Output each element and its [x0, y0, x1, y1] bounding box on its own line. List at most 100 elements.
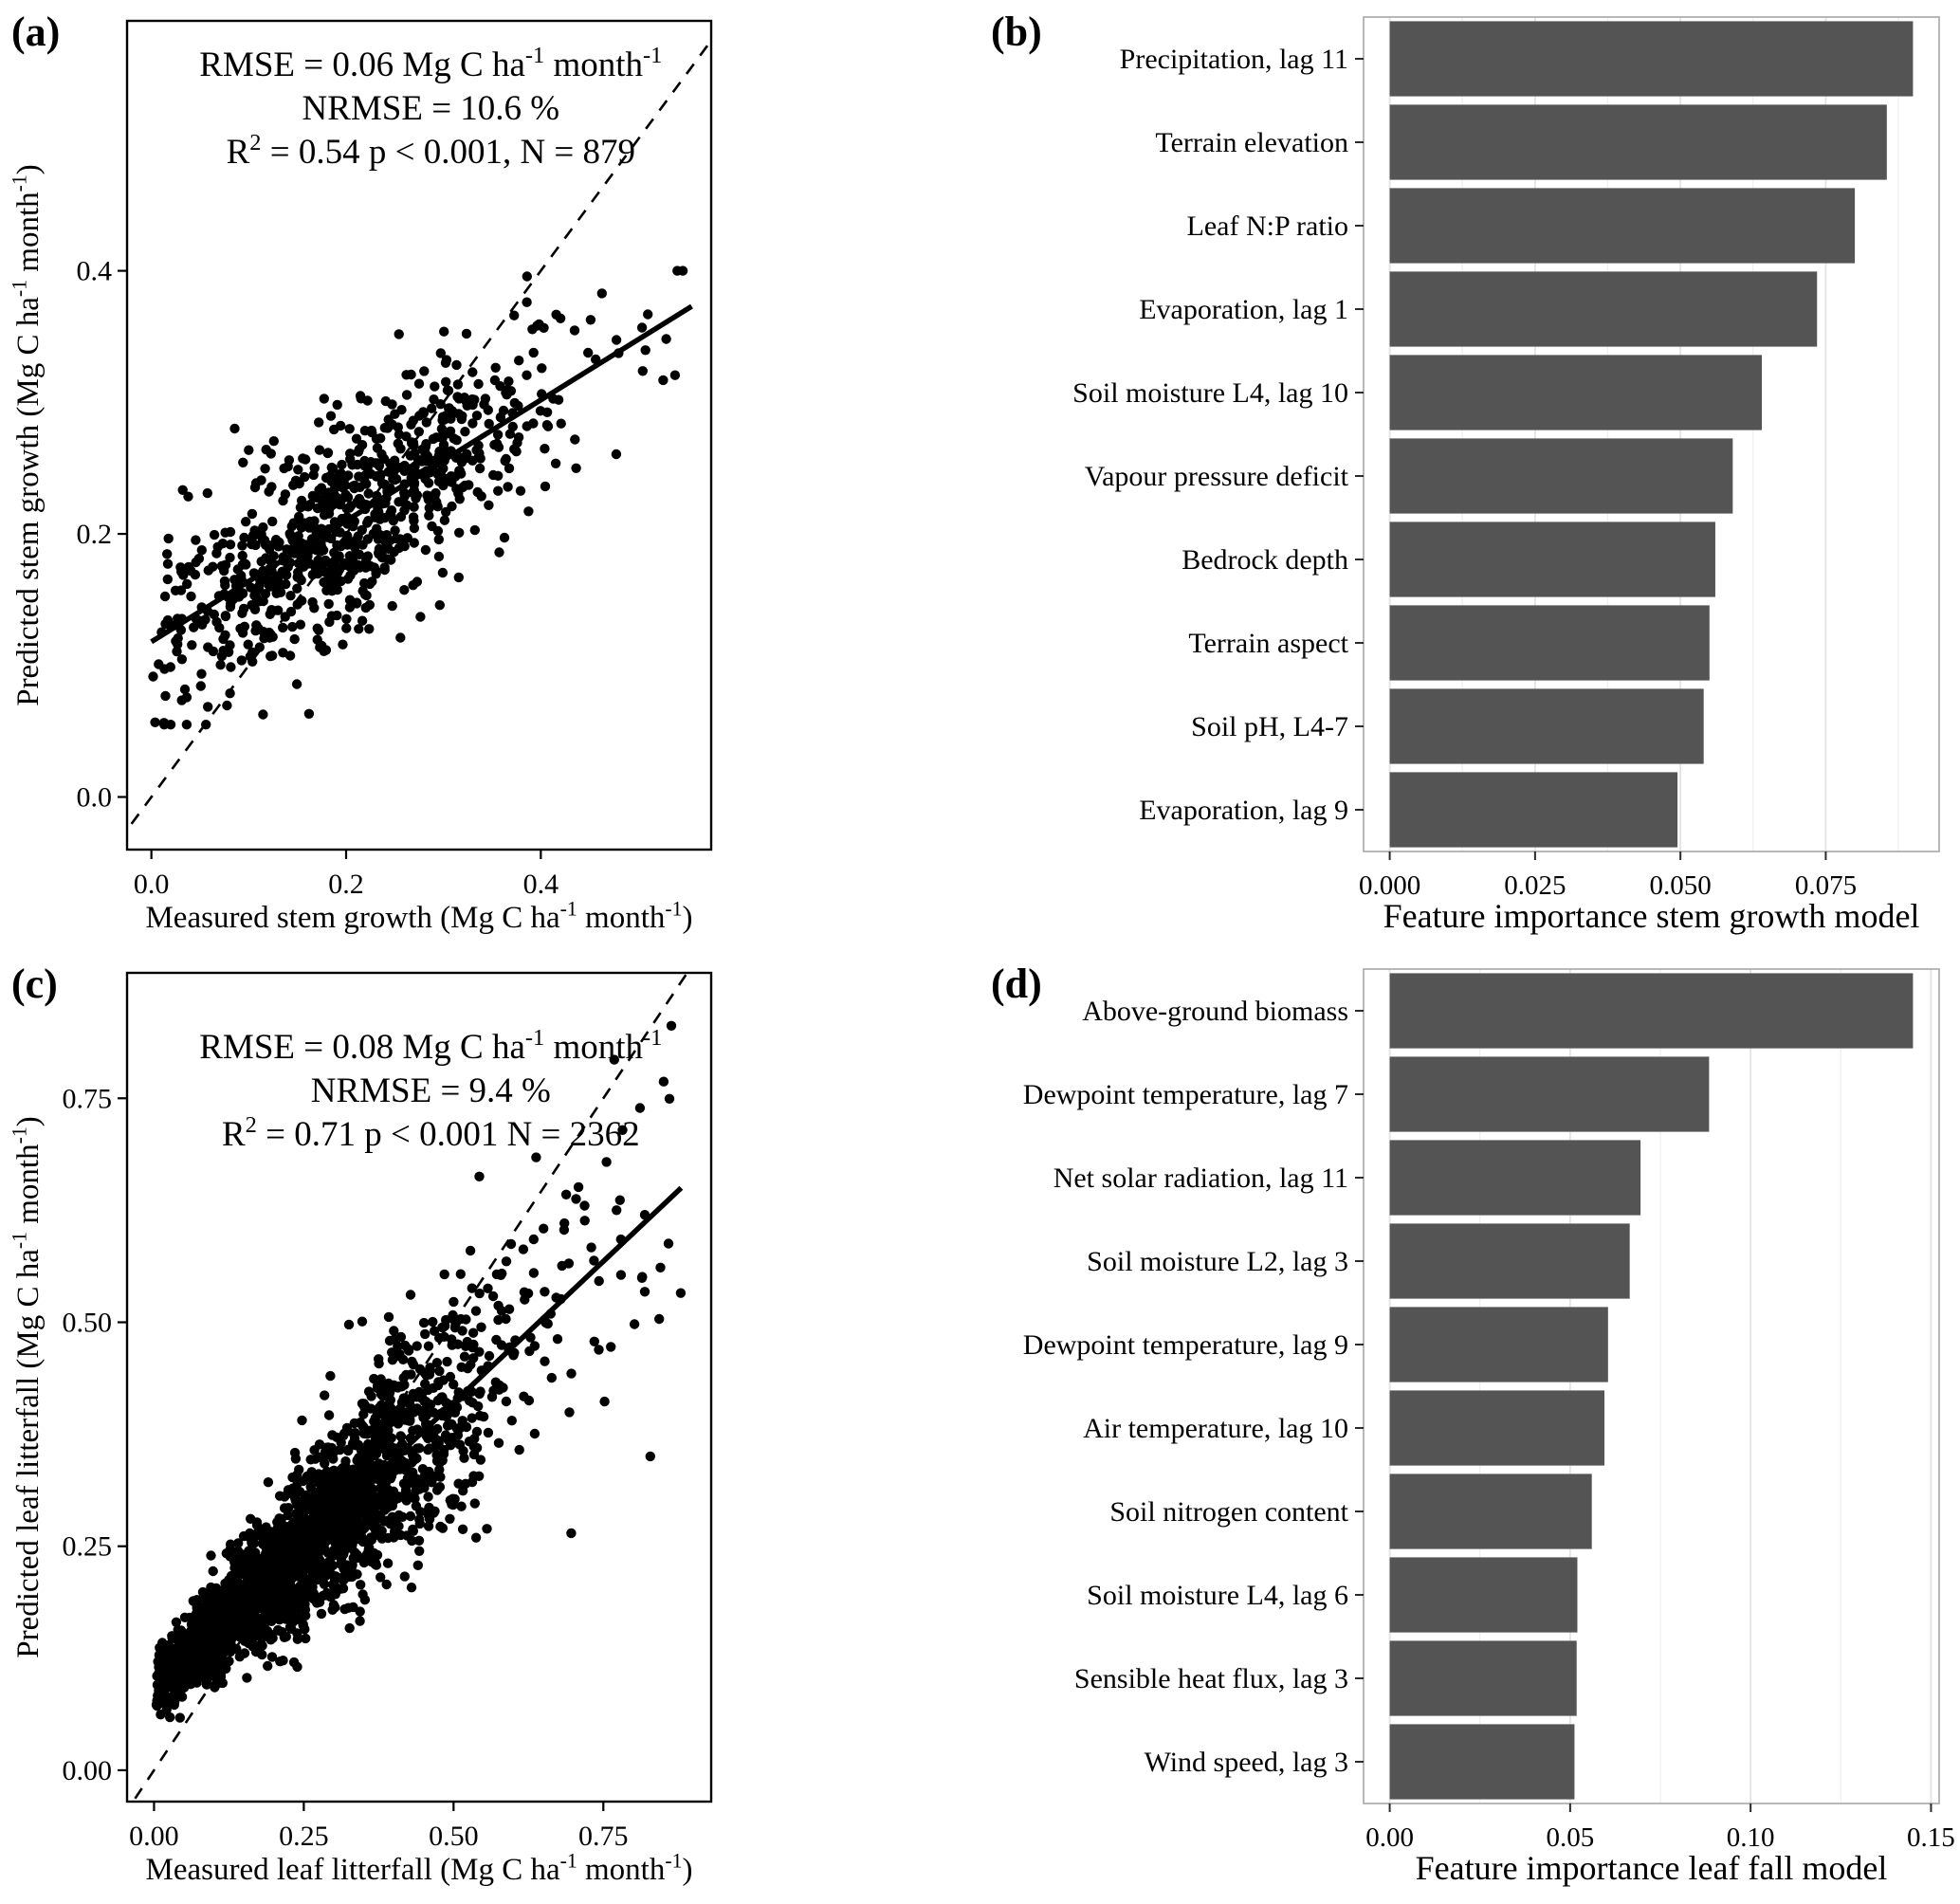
panel-d: (d) Above-ground biomass Dewpoint tempera…	[980, 952, 1960, 1904]
y-tick-label: 0.00	[63, 1755, 113, 1786]
y-tick-label: 0.50	[63, 1307, 113, 1338]
bar	[1389, 438, 1733, 514]
category-label: Dewpoint temperature, lag 9	[1023, 1329, 1348, 1361]
panel-b: (b) Precipitation, lag 11 Terrain elevati…	[980, 0, 1960, 952]
y-axis-title: Predicted stem growth (Mg C ha-1 month-1…	[8, 164, 46, 706]
bar	[1389, 21, 1914, 97]
bar	[1389, 1223, 1630, 1299]
svg-text:NRMSE = 9.4 %: NRMSE = 9.4 %	[311, 1071, 551, 1110]
x-axis: 0.000 0.025 0.050 0.075	[1359, 851, 1857, 901]
category-label: Soil moisture L4, lag 10	[1072, 377, 1348, 409]
x-axis-title: Measured leaf litterfall (Mg C ha-1 mont…	[146, 1849, 693, 1887]
x-tick-label: 0.10	[1727, 1822, 1775, 1853]
fit-line	[150, 303, 693, 645]
category-label: Soil nitrogen content	[1109, 1496, 1348, 1528]
bar	[1389, 1056, 1710, 1132]
y-tick-label: 0.0	[77, 782, 113, 814]
svg-text:NRMSE = 10.6 %: NRMSE = 10.6 %	[302, 89, 559, 128]
bar	[1389, 1557, 1578, 1633]
bar	[1389, 688, 1704, 764]
y-tick-label: 0.75	[63, 1083, 113, 1114]
category-label: Evaporation, lag 1	[1139, 294, 1348, 325]
x-axis-title: Feature importance leaf fall model	[1416, 1849, 1888, 1887]
panel-b-tag: (b)	[991, 9, 1042, 55]
x-axis: 0.00 0.05 0.10 0.15	[1365, 1803, 1955, 1853]
y-tick-label: 0.4	[77, 256, 113, 287]
category-label: Net solar radiation, lag 11	[1053, 1163, 1348, 1194]
category-axis: Precipitation, lag 11 Terrain elevation Le…	[1072, 44, 1364, 826]
scatter-stem-growth-plot: 0.0 0.2 0.4 0.0 0.2 0.4 RMSE = 0.06 Mg C ha-1 …	[8, 19, 713, 935]
category-label: Sensible heat flux, lag 3	[1074, 1663, 1348, 1694]
bar	[1389, 1307, 1608, 1382]
svg-text:R2 = 0.54 p < 0.001, N = 8: R2 = 0.54 p < 0.001, N = 879	[227, 130, 635, 172]
x-axis-title: Feature importance stem growth model	[1383, 897, 1920, 935]
x-tick-label: 0.75	[578, 1821, 629, 1852]
bar	[1389, 772, 1678, 848]
bars	[1389, 973, 1914, 1800]
x-axis-title: Measured stem growth (Mg C ha-1 month-1)	[145, 897, 692, 935]
panel-border	[125, 19, 713, 851]
x-tick-label: 0.050	[1650, 870, 1712, 901]
bar	[1389, 271, 1818, 347]
x-tick-label: 0.025	[1504, 870, 1566, 901]
x-tick-label: 0.2	[328, 869, 364, 900]
svg-text:R2 = 0.71 p < 0.001 N = 23: R2 = 0.71 p < 0.001 N = 2362	[222, 1112, 640, 1154]
y-axis-title: Predicted leaf litterfall (Mg C ha-1 mon…	[8, 1116, 46, 1657]
category-label: Terrain elevation	[1155, 127, 1348, 158]
category-label: Bedrock depth	[1181, 544, 1348, 576]
panel-border	[125, 971, 713, 1803]
bar	[1389, 1724, 1575, 1800]
svg-text:RMSE = 0.08 Mg C ha-1 month-: RMSE = 0.08 Mg C ha-1 month-1	[199, 1025, 662, 1067]
bar	[1389, 355, 1762, 430]
category-label: Soil moisture L2, lag 3	[1087, 1246, 1348, 1277]
category-label: Leaf N:P ratio	[1187, 211, 1349, 242]
panel-c-tag: (c)	[11, 961, 58, 1007]
category-label: Dewpoint temperature, lag 7	[1023, 1079, 1348, 1110]
bar	[1389, 188, 1856, 264]
panel-border	[1363, 16, 1940, 852]
y-axis: 0.00 0.25 0.50 0.75	[63, 1083, 127, 1786]
x-tick-label: 0.075	[1795, 870, 1857, 901]
panel-a-tag: (a)	[11, 9, 61, 55]
x-tick-label: 0.0	[134, 869, 170, 900]
x-tick-label: 0.00	[1365, 1822, 1414, 1853]
x-tick-label: 0.05	[1546, 1822, 1594, 1853]
bar	[1389, 605, 1710, 681]
scatter-leaf-litterfall-plot: 0.00 0.25 0.50 0.75 0.00 0.25 0.50 0.75 RMSE = 0…	[8, 971, 713, 1887]
bar	[1389, 522, 1715, 597]
category-label: Precipitation, lag 11	[1120, 44, 1348, 75]
bar-feature-importance-leaf-plot: Above-ground biomass Dewpoint temperature…	[1023, 968, 1955, 1887]
y-tick-label: 0.2	[77, 519, 113, 550]
svg-text:RMSE = 0.06 Mg C ha-1 month-: RMSE = 0.06 Mg C ha-1 month-1	[199, 43, 662, 84]
bar	[1389, 1474, 1592, 1549]
x-tick-label: 0.15	[1907, 1822, 1955, 1853]
category-axis: Above-ground biomass Dewpoint temperature…	[1023, 996, 1364, 1778]
x-axis: 0.0 0.2 0.4	[134, 850, 559, 900]
bar	[1389, 973, 1914, 1049]
panel-a: (a) 0.0 0.2 0.4 0.0 0.2 0.4 RMSE = 0.06 Mg C h…	[0, 0, 980, 952]
x-tick-label: 0.50	[429, 1821, 479, 1852]
bar	[1389, 1140, 1641, 1216]
bar	[1389, 104, 1887, 180]
category-label: Evaporation, lag 9	[1139, 795, 1348, 826]
panel-d-tag: (d)	[991, 961, 1042, 1007]
category-label: Vapour pressure deficit	[1085, 461, 1349, 492]
bar	[1389, 1640, 1577, 1716]
bar-feature-importance-stem-plot: Precipitation, lag 11 Terrain elevation Le…	[1072, 16, 1940, 935]
panel-c: (c) 0.00 0.25 0.50 0.75 0.00 0.25 0.50 0.75 RMSE…	[0, 952, 980, 1904]
category-label: Air temperature, lag 10	[1083, 1413, 1348, 1444]
x-tick-label: 0.000	[1359, 870, 1420, 901]
category-label: Soil moisture L4, lag 6	[1087, 1580, 1348, 1611]
x-tick-label: 0.25	[279, 1821, 329, 1852]
stats-annotation: RMSE = 0.06 Mg C ha-1 month-1 NRMSE = 10.…	[199, 43, 662, 172]
category-label: Wind speed, lag 3	[1145, 1747, 1348, 1778]
bars	[1389, 21, 1914, 848]
x-tick-label: 0.4	[523, 869, 559, 900]
panel-border	[1363, 968, 1940, 1804]
scatter-points	[151, 1020, 687, 1723]
bar	[1389, 1390, 1605, 1466]
y-tick-label: 0.25	[63, 1531, 113, 1563]
category-label: Above-ground biomass	[1082, 996, 1348, 1027]
x-tick-label: 0.00	[129, 1821, 179, 1852]
